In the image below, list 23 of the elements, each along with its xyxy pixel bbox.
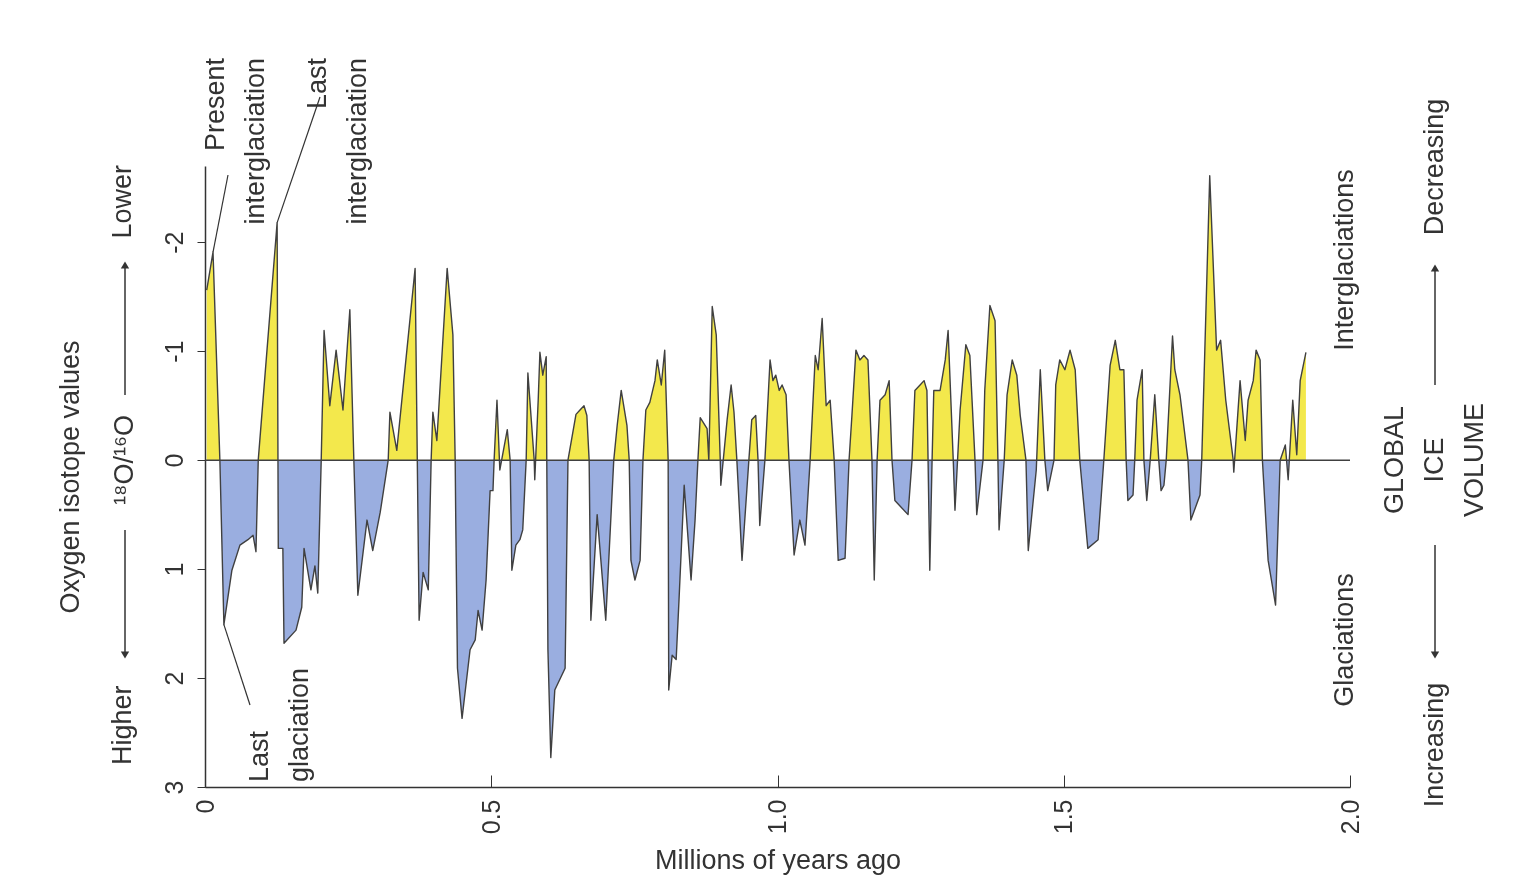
- y-tick-label: 2: [159, 671, 188, 686]
- y-axis-title: Oxygen isotope values: [54, 340, 85, 614]
- x-tick-label: 0.5: [476, 799, 505, 835]
- annotation: Last glaciation: [244, 667, 314, 782]
- y-tick-label: 0: [159, 453, 188, 468]
- text: ¹⁸O/¹⁶O: [109, 415, 139, 505]
- x-tick-label: 1.5: [1049, 799, 1078, 835]
- x-tick-label: 1.0: [763, 799, 791, 835]
- y-tick-label: -1: [159, 340, 188, 363]
- text: Higher: [107, 685, 137, 765]
- annotation: Interglaciations: [1329, 169, 1359, 351]
- x-tick-label: 2.0: [1335, 799, 1364, 835]
- y-tick-label: -2: [159, 231, 188, 254]
- text: GLOBAL ICE VOLUME: [1379, 402, 1489, 518]
- y-tick-label: 3: [159, 780, 188, 795]
- y-tick-label: 1: [159, 562, 188, 577]
- text: Increasing: [1419, 682, 1449, 808]
- x-axis-title: Millions of years ago: [654, 845, 902, 876]
- annotation: Glaciations: [1329, 573, 1359, 707]
- text: Lower: [107, 165, 137, 239]
- x-tick-label: 0: [190, 799, 219, 814]
- annotation: Present interglaciation: [200, 57, 270, 225]
- text: Decreasing: [1419, 98, 1449, 236]
